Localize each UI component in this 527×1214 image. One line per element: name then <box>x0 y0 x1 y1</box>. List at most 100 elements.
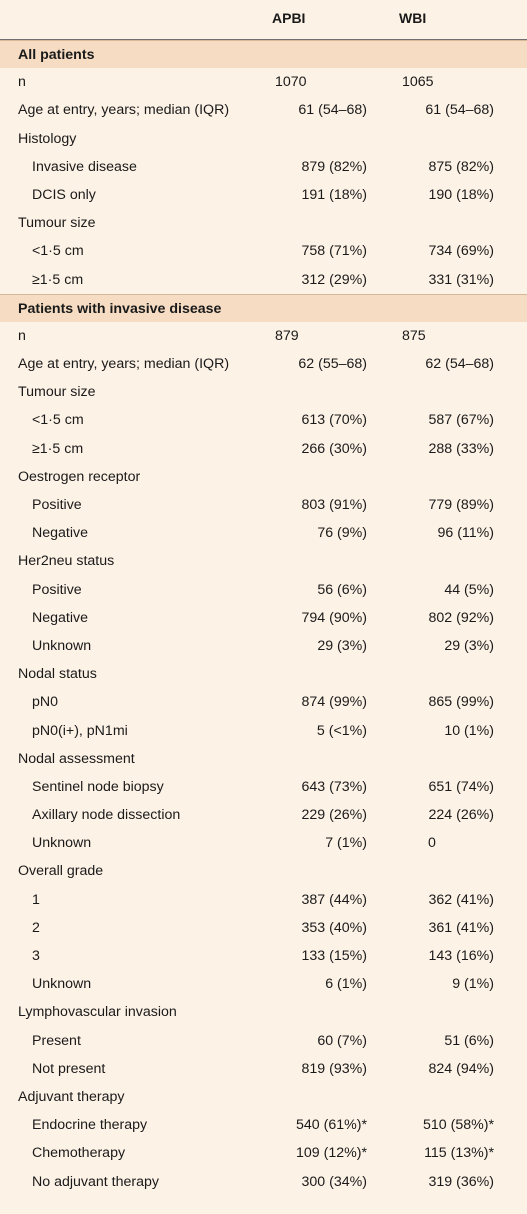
apbi-value: 874 (99%) <box>301 694 367 711</box>
table-row: 1 387 (44%) 362 (41%) <box>0 886 527 914</box>
wbi-value: 9 (1%) <box>452 976 494 993</box>
table-row: Positive 803 (91%) 779 (89%) <box>0 491 527 519</box>
row-label: Adjuvant therapy <box>18 1088 125 1105</box>
wbi-value: 587 (67%) <box>428 412 494 429</box>
table-row: 2 353 (40%) 361 (41%) <box>0 914 527 942</box>
table-row: Positive 56 (6%) 44 (5%) <box>0 576 527 604</box>
section-title: Patients with invasive disease <box>18 300 222 317</box>
table-row: DCIS only 191 (18%) 190 (18%) <box>0 181 527 209</box>
row-label: Overall grade <box>18 863 104 880</box>
table-row: No adjuvant therapy 300 (34%) 319 (36%) <box>0 1168 527 1196</box>
section-header: All patients <box>0 40 527 69</box>
table-row: Nodal assessment <box>0 745 527 773</box>
row-label: Tumour size <box>18 215 96 232</box>
table-body: All patients n 1070 1065 Age at entry, years… <box>0 40 527 1196</box>
wbi-value: 96 (11%) <box>437 525 494 542</box>
apbi-value: 540 (61%)* <box>296 1117 367 1134</box>
table-row: Not present 819 (93%) 824 (94%) <box>0 1055 527 1083</box>
wbi-value: 44 (5%) <box>444 581 494 598</box>
row-label: Nodal assessment <box>18 750 135 767</box>
table-row: Histology <box>0 125 527 153</box>
row-label: Positive <box>32 581 82 598</box>
table-header: APBI WBI <box>0 0 527 40</box>
apbi-value: 312 (29%) <box>301 271 367 288</box>
row-label: Chemotherapy <box>32 1145 126 1162</box>
row-label: Lymphovascular invasion <box>18 1004 177 1021</box>
table-row: Tumour size <box>0 378 527 406</box>
table-row: Oestrogen receptor <box>0 463 527 491</box>
wbi-value: 361 (41%) <box>428 919 494 936</box>
apbi-value: 61 (54–68) <box>298 102 367 119</box>
table-row: n 879 875 <box>0 322 527 350</box>
row-label: Unknown <box>32 976 92 993</box>
row-label: pN0 <box>32 694 59 711</box>
row-label: Age at entry, years; median (IQR) <box>18 356 230 373</box>
table-row: ≥1·5 cm 312 (29%) 331 (31%) <box>0 266 527 294</box>
apbi-value: 133 (15%) <box>301 948 367 964</box>
table-row: n 1070 1065 <box>0 68 527 96</box>
row-label: ≥1·5 cm <box>32 271 84 288</box>
apbi-value: 56 (6%) <box>317 581 367 598</box>
apbi-value: 819 (93%) <box>301 1060 367 1077</box>
row-label: Unknown <box>32 637 92 654</box>
wbi-value: 362 (41%) <box>428 891 494 908</box>
wbi-value: 865 (99%) <box>428 694 494 711</box>
wbi-value: 802 (92%) <box>428 609 494 626</box>
row-label: <1·5 cm <box>32 243 84 260</box>
table-row: Negative 794 (90%) 802 (92%) <box>0 604 527 632</box>
wbi-value: 0 <box>428 835 436 852</box>
wbi-value: 779 (89%) <box>428 497 494 513</box>
row-label: Negative <box>32 609 88 626</box>
apbi-value: 62 (55–68) <box>298 356 367 373</box>
row-label: Unknown <box>32 835 92 852</box>
row-label: Her2neu status <box>18 553 115 570</box>
row-label: Invasive disease <box>32 158 137 175</box>
section-header: Patients with invasive disease <box>0 293 527 322</box>
wbi-value: 824 (94%) <box>428 1060 494 1077</box>
wbi-value: 288 (33%) <box>428 440 494 457</box>
table-row: Unknown 29 (3%) 29 (3%) <box>0 632 527 660</box>
apbi-value: 109 (12%)* <box>296 1145 367 1162</box>
table-row: Unknown 6 (1%) 9 (1%) <box>0 970 527 998</box>
wbi-value: 62 (54–68) <box>425 356 494 373</box>
row-label: Histology <box>18 130 77 147</box>
apbi-value: 60 (7%) <box>317 1032 367 1049</box>
section-title: All patients <box>18 47 95 63</box>
apbi-value: 353 (40%) <box>301 919 367 936</box>
row-label: <1·5 cm <box>32 412 84 429</box>
wbi-value: 143 (16%) <box>428 948 494 964</box>
table-row: Nodal status <box>0 660 527 688</box>
row-label: ≥1·5 cm <box>32 440 84 457</box>
wbi-value: 61 (54–68) <box>425 102 494 119</box>
table-row: Chemotherapy 109 (12%)* 115 (13%)* <box>0 1139 527 1167</box>
row-label: Not present <box>32 1060 106 1077</box>
wbi-value: 29 (3%) <box>444 637 494 654</box>
wbi-value: 510 (58%)* <box>423 1117 494 1134</box>
row-label: Nodal status <box>18 666 97 683</box>
apbi-value: 6 (1%) <box>325 976 367 993</box>
apbi-value: 879 <box>275 327 299 344</box>
row-label: n <box>18 74 26 91</box>
table-row: pN0 874 (99%) 865 (99%) <box>0 688 527 716</box>
apbi-column-header: APBI <box>272 10 306 26</box>
table-row: Present 60 (7%) 51 (6%) <box>0 1027 527 1055</box>
wbi-value: 115 (13%)* <box>424 1145 494 1162</box>
apbi-value: 643 (73%) <box>301 778 367 795</box>
wbi-value: 651 (74%) <box>428 778 494 795</box>
table-row: 3 133 (15%) 143 (16%) <box>0 942 527 970</box>
table-row: <1·5 cm 758 (71%) 734 (69%) <box>0 237 527 265</box>
row-label: Present <box>32 1032 81 1049</box>
wbi-value: 1065 <box>402 74 434 91</box>
table-row: Lymphovascular invasion <box>0 998 527 1026</box>
table-row: Age at entry, years; median (IQR) 61 (54–… <box>0 96 527 124</box>
apbi-value: 300 (34%) <box>301 1173 367 1190</box>
table-row: Axillary node dissection 229 (26%) 224 (26… <box>0 801 527 829</box>
wbi-column-header: WBI <box>399 10 427 26</box>
apbi-value: 266 (30%) <box>301 440 367 457</box>
row-label: Positive <box>32 497 82 513</box>
apbi-value: 191 (18%) <box>301 186 367 203</box>
table-row: Endocrine therapy 540 (61%)* 510 (58%)* <box>0 1111 527 1139</box>
row-label: DCIS only <box>32 186 96 203</box>
wbi-value: 224 (26%) <box>428 807 494 824</box>
